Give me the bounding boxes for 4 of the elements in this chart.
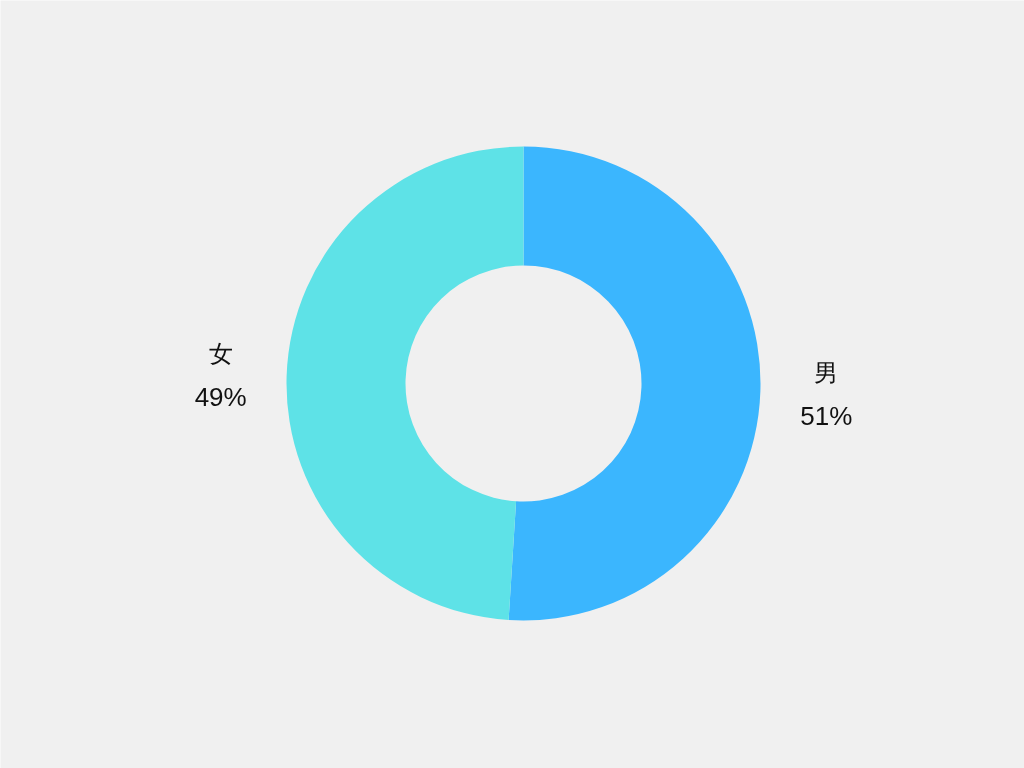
slice-label: 男 xyxy=(814,359,839,388)
data-label: 49% xyxy=(194,381,247,412)
data-label: 51% xyxy=(800,401,853,432)
slice-label: 女 xyxy=(208,339,233,368)
